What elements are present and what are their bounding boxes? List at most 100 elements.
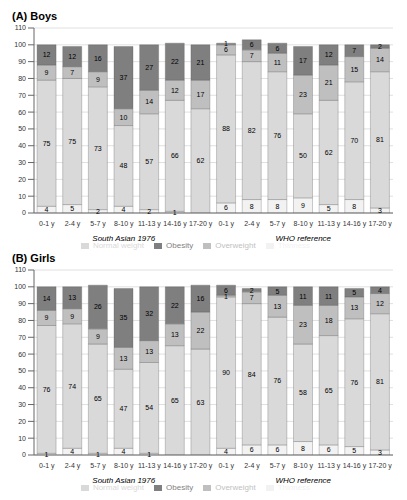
svg-text:65: 65 [171,397,179,404]
svg-text:10: 10 [18,435,26,442]
svg-text:20: 20 [18,176,26,183]
svg-text:8-10 y: 8-10 y [294,220,314,228]
svg-text:9: 9 [45,314,49,321]
svg-text:1: 1 [147,451,151,458]
svg-text:2: 2 [96,208,100,215]
svg-text:4: 4 [122,448,126,455]
svg-text:17-20 y: 17-20 y [189,220,213,228]
svg-text:6: 6 [327,446,331,453]
svg-text:8: 8 [352,203,356,210]
svg-text:6: 6 [275,45,279,52]
svg-text:66: 66 [171,152,179,159]
svg-text:17: 17 [197,91,205,98]
svg-text:11-13 y: 11-13 y [317,220,340,228]
svg-text:5: 5 [352,289,356,296]
svg-text:21: 21 [325,79,333,86]
svg-text:13: 13 [273,303,281,310]
svg-text:13: 13 [171,331,179,338]
svg-text:65: 65 [325,387,333,394]
svg-text:7: 7 [250,294,254,301]
svg-text:110: 110 [15,24,26,31]
svg-text:17-20 y: 17-20 y [368,462,392,470]
svg-text:50: 50 [18,367,26,374]
svg-text:2: 2 [250,287,254,294]
svg-text:76: 76 [350,379,358,386]
svg-text:26: 26 [94,303,102,310]
svg-text:88: 88 [222,125,230,132]
svg-text:0: 0 [22,451,26,458]
svg-text:50: 50 [299,152,307,159]
svg-text:6: 6 [224,204,228,211]
svg-text:75: 75 [43,140,51,147]
svg-text:73: 73 [94,145,102,152]
svg-text:47: 47 [120,405,128,412]
svg-text:14-16 y: 14-16 y [163,220,187,228]
svg-text:5: 5 [70,205,74,212]
svg-text:9: 9 [70,313,74,320]
svg-text:90: 90 [18,300,26,307]
svg-text:74: 74 [68,383,76,390]
svg-text:2-4 y: 2-4 y [244,220,260,228]
svg-text:60: 60 [18,351,26,358]
svg-text:South Asian 1976: South Asian 1976 [92,476,155,485]
svg-text:100: 100 [14,283,26,290]
svg-text:90: 90 [222,369,230,376]
svg-text:12: 12 [68,53,76,60]
svg-text:100: 100 [14,41,26,48]
svg-text:8: 8 [275,203,279,210]
svg-text:7: 7 [70,69,74,76]
svg-text:40: 40 [18,384,26,391]
svg-text:22: 22 [171,58,179,65]
svg-text:63: 63 [197,399,205,406]
svg-text:4: 4 [224,448,228,455]
svg-text:14: 14 [43,295,51,302]
svg-text:9: 9 [45,69,49,76]
svg-text:2-4 y: 2-4 y [244,462,260,470]
svg-text:WHO reference: WHO reference [275,234,331,243]
svg-text:76: 76 [273,132,281,139]
svg-text:30: 30 [18,159,26,166]
svg-text:70: 70 [18,334,26,341]
svg-text:0-1 y: 0-1 y [39,220,55,228]
svg-text:0-1 y: 0-1 y [219,462,235,470]
svg-text:3: 3 [378,449,382,456]
svg-text:15: 15 [350,66,358,73]
svg-text:82: 82 [248,127,256,134]
svg-text:13: 13 [145,348,153,355]
svg-text:11-13 y: 11-13 y [138,462,161,470]
svg-text:7: 7 [352,47,356,54]
svg-text:70: 70 [18,92,26,99]
svg-text:80: 80 [18,317,26,324]
svg-text:13: 13 [68,294,76,301]
svg-text:14-16 y: 14-16 y [163,462,187,470]
svg-text:5-7 y: 5-7 y [90,462,106,470]
svg-text:62: 62 [197,157,205,164]
svg-text:6: 6 [250,41,254,48]
svg-text:18: 18 [325,317,333,324]
svg-text:90: 90 [18,58,26,65]
svg-text:70: 70 [350,137,358,144]
svg-text:75: 75 [68,138,76,145]
svg-text:60: 60 [18,109,26,116]
svg-text:48: 48 [120,162,128,169]
svg-text:16: 16 [94,55,102,62]
svg-text:17: 17 [299,57,307,64]
svg-text:7: 7 [250,52,254,59]
svg-text:37: 37 [120,74,128,81]
svg-text:50: 50 [18,125,26,132]
svg-text:4: 4 [70,448,74,455]
svg-text:14-16 y: 14-16 y [343,462,367,470]
svg-text:110: 110 [15,266,26,273]
svg-text:22: 22 [197,327,205,334]
svg-text:54: 54 [145,404,153,411]
svg-text:20: 20 [18,418,26,425]
svg-text:22: 22 [171,302,179,309]
svg-text:58: 58 [299,389,307,396]
svg-text:81: 81 [376,136,384,143]
svg-text:1: 1 [45,451,49,458]
svg-text:9: 9 [96,76,100,83]
svg-text:40: 40 [18,142,26,149]
svg-text:16: 16 [197,295,205,302]
svg-text:23: 23 [299,321,307,328]
svg-text:12: 12 [325,51,333,58]
